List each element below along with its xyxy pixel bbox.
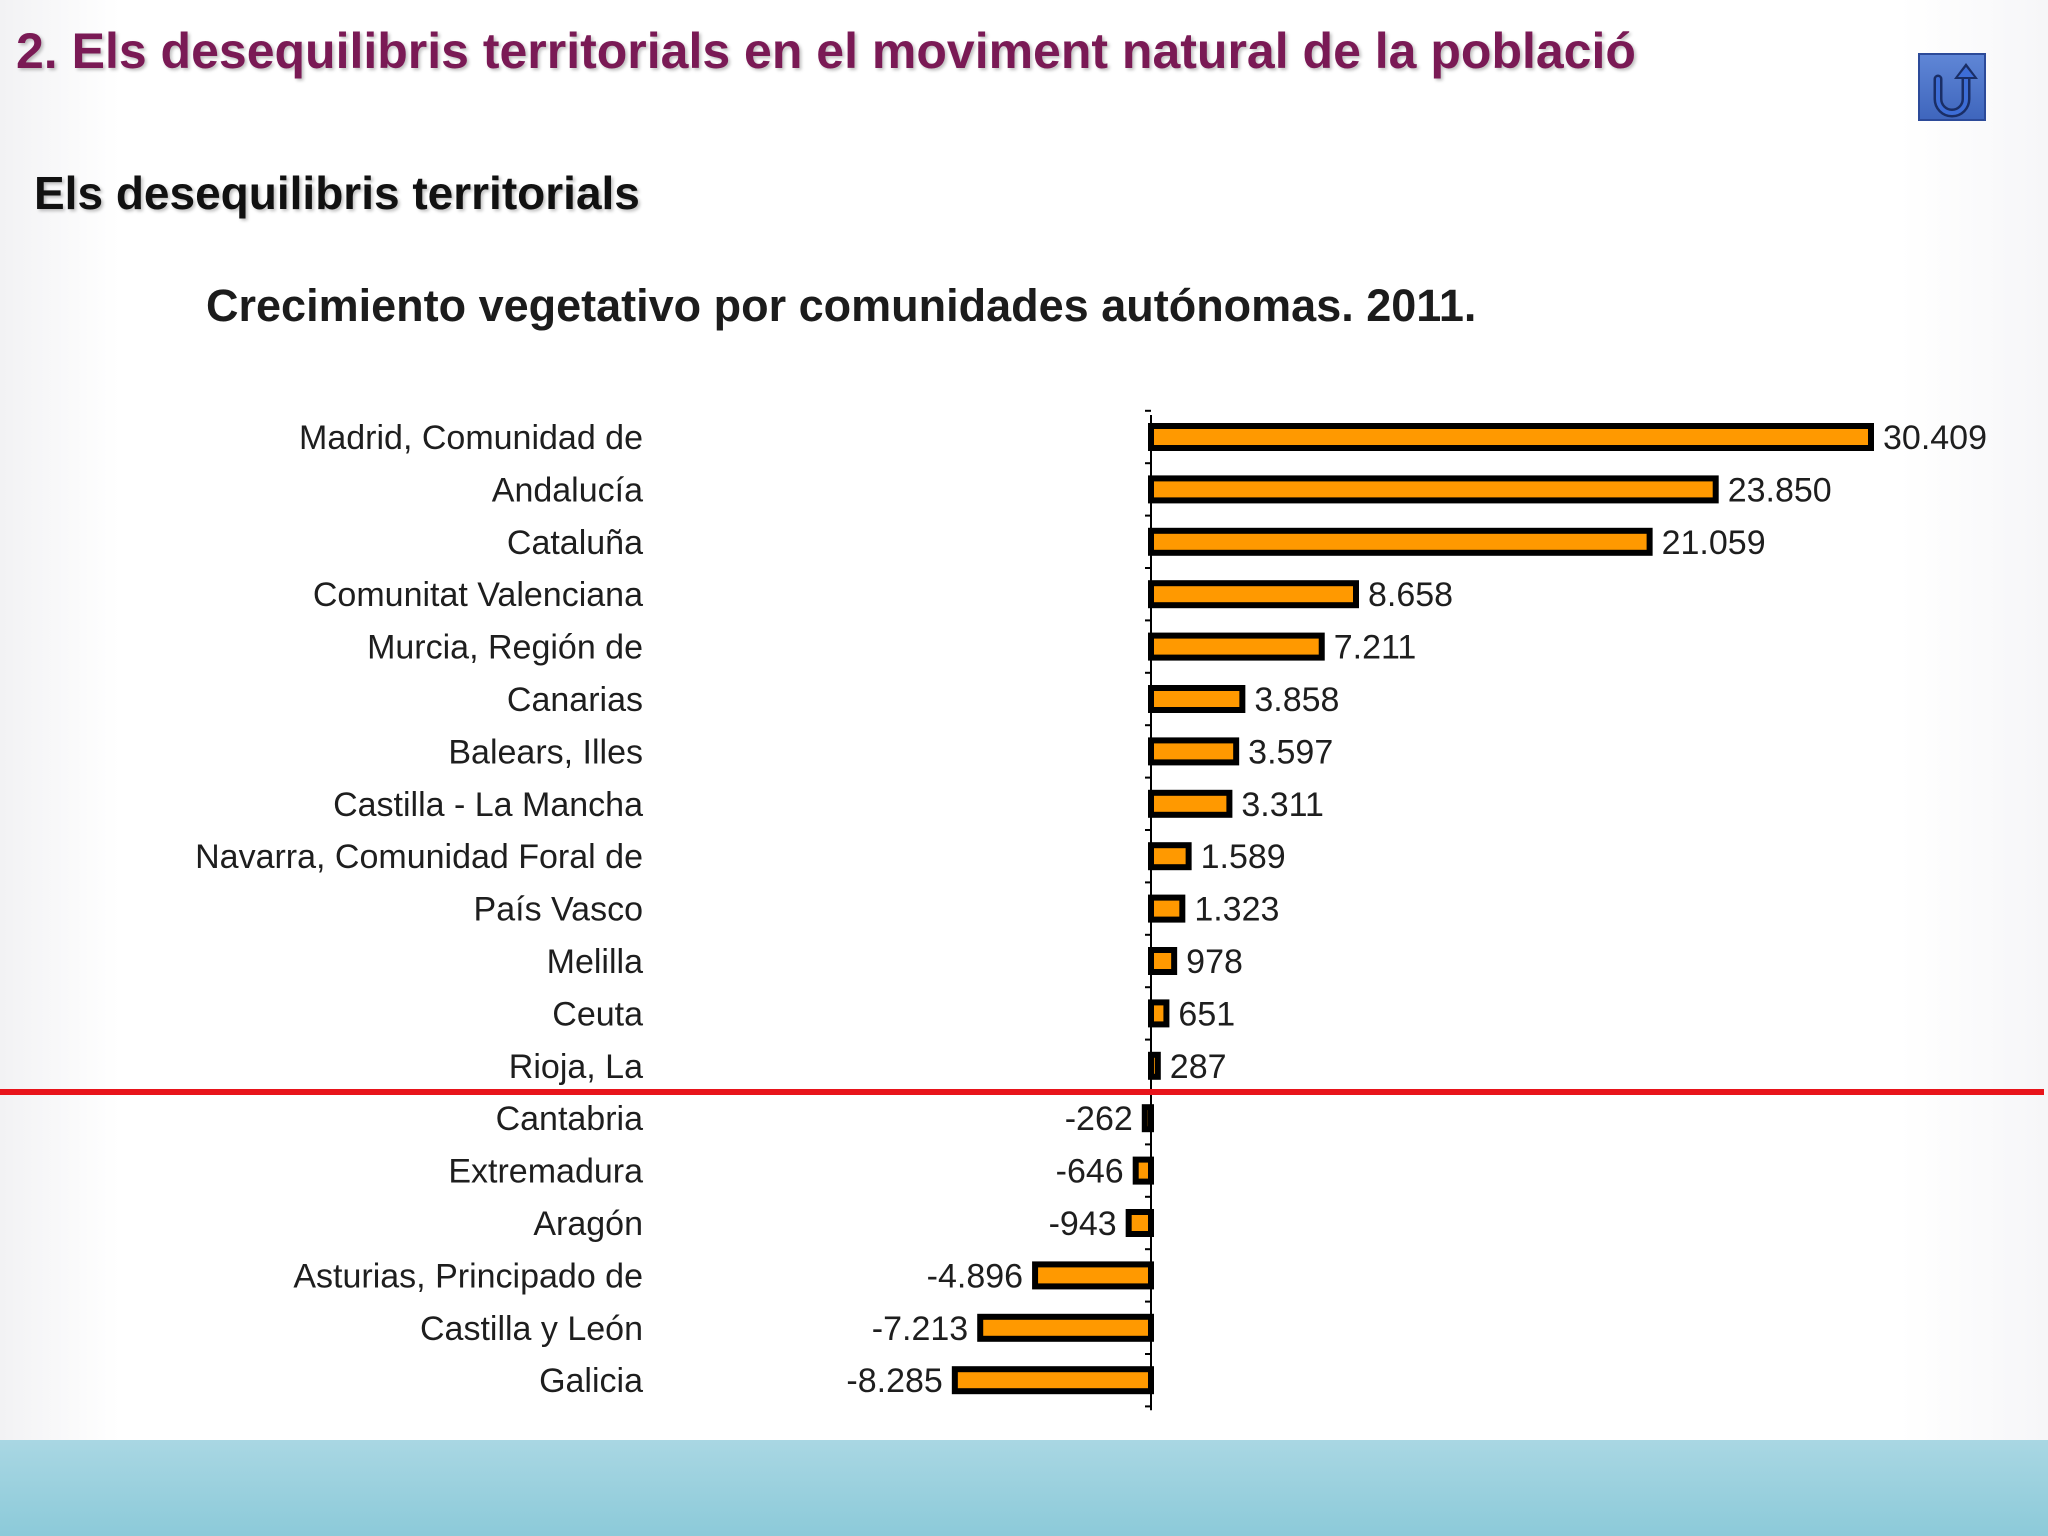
- growth-bar-chart: Madrid, Comunidad de 30.409 Andalucía 23.85…: [0, 409, 2044, 1411]
- value-label: -646: [1056, 1153, 1124, 1191]
- value-label: -943: [1049, 1205, 1117, 1243]
- data-bar: [1032, 1261, 1154, 1290]
- value-label: 7.211: [1334, 629, 1417, 667]
- data-bar: [1148, 947, 1178, 975]
- data-bar: [977, 1313, 1155, 1342]
- category-label: Rioja, La: [509, 1048, 643, 1086]
- value-label: -4.896: [927, 1257, 1023, 1295]
- category-label: Cantabria: [496, 1100, 644, 1138]
- data-bar: [1148, 580, 1359, 609]
- data-bar: [1148, 527, 1653, 556]
- value-label: 1.589: [1201, 838, 1286, 876]
- value-label: 3.311: [1241, 786, 1324, 824]
- value-label: 3.597: [1248, 733, 1333, 771]
- value-label: -262: [1065, 1100, 1133, 1138]
- value-label: 1.323: [1194, 891, 1279, 929]
- category-label: Ceuta: [552, 995, 643, 1033]
- data-bar: [1148, 789, 1233, 818]
- chart-title: Crecimiento vegetativo por comunidades a…: [206, 280, 1477, 331]
- category-label: Canarias: [507, 681, 643, 719]
- category-label: Murcia, Región de: [367, 629, 643, 667]
- data-bar: [1132, 1156, 1154, 1185]
- footer-band: [0, 1440, 2048, 1536]
- back-button[interactable]: [1918, 53, 1986, 121]
- category-label: Castilla y León: [420, 1310, 643, 1348]
- slide-title: 2. Els desequilibris territorials en el …: [16, 23, 1636, 79]
- value-label: 30.409: [1883, 419, 1987, 457]
- data-bar: [1148, 737, 1240, 766]
- category-label: Galicia: [539, 1362, 643, 1400]
- data-bar: [1148, 999, 1170, 1028]
- value-label: 287: [1170, 1048, 1227, 1086]
- data-bar: [1148, 842, 1192, 871]
- data-bar: [1141, 1104, 1155, 1133]
- data-bar: [1125, 1209, 1154, 1237]
- slide-background: [0, 0, 2048, 1440]
- value-label: 23.850: [1728, 471, 1832, 509]
- value-label: 8.658: [1368, 576, 1453, 614]
- data-bar: [951, 1366, 1155, 1395]
- data-bar: [1148, 632, 1325, 661]
- category-label: País Vasco: [474, 891, 643, 929]
- value-label: -8.285: [846, 1362, 942, 1400]
- section-title: Els desequilibris territorials: [34, 167, 640, 219]
- category-label: Aragón: [533, 1205, 643, 1243]
- category-label: Madrid, Comunidad de: [299, 419, 643, 457]
- category-label: Balears, Illes: [448, 733, 643, 771]
- value-label: 3.858: [1254, 681, 1339, 719]
- category-label: Asturias, Principado de: [293, 1257, 643, 1295]
- value-label: 21.059: [1662, 524, 1766, 562]
- data-bar: [1148, 475, 1719, 504]
- u-turn-arrow-icon: [1933, 63, 1978, 118]
- category-label: Comunitat Valenciana: [313, 576, 643, 614]
- value-label: 651: [1178, 995, 1235, 1033]
- value-label: -7.213: [872, 1310, 968, 1348]
- category-label: Cataluña: [507, 524, 643, 562]
- data-bar: [1148, 894, 1186, 923]
- category-label: Navarra, Comunidad Foral de: [195, 838, 643, 876]
- category-label: Extremadura: [448, 1153, 643, 1191]
- category-label: Andalucía: [492, 471, 643, 509]
- value-label: 978: [1186, 943, 1243, 981]
- category-label: Melilla: [547, 943, 643, 981]
- data-bar: [1148, 1051, 1161, 1080]
- data-bar: [1148, 685, 1246, 713]
- category-label: Castilla - La Mancha: [333, 786, 643, 824]
- data-bar: [1148, 423, 1874, 451]
